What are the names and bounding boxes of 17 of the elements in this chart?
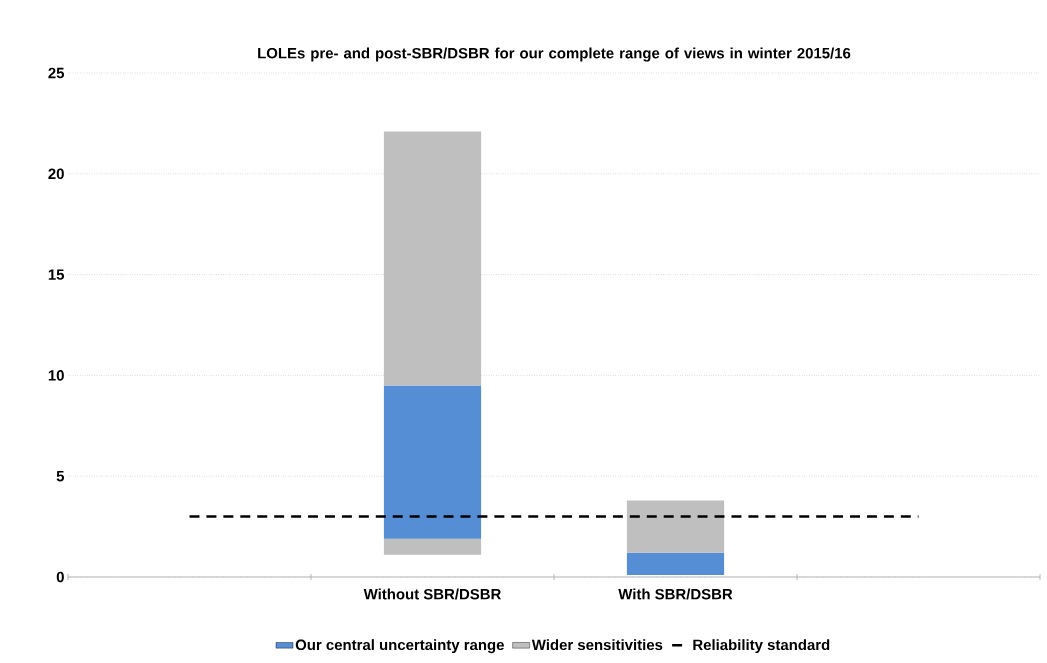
bar xyxy=(383,385,482,539)
chart-title: LOLEs pre- and post-SBR/DSBR for our complete range of views in winter 2015/16 xyxy=(258,47,851,62)
y-tick-label: 10 xyxy=(48,370,64,381)
x-tick-label: With SBR/DSBR xyxy=(618,588,733,600)
y-tick-label: 5 xyxy=(56,470,65,482)
bar xyxy=(383,131,482,386)
y-tick-label: 20 xyxy=(48,168,64,180)
y-tick-label: 0 xyxy=(56,571,64,583)
y-tick-label: 15 xyxy=(48,269,65,280)
legend-label: Reliability standard xyxy=(693,639,830,654)
bar xyxy=(626,500,725,553)
bar xyxy=(383,538,482,555)
legend-label: Wider sensitivities xyxy=(531,639,663,651)
x-tick-label: Without SBR/DSBR xyxy=(363,588,502,600)
bar xyxy=(626,552,725,575)
y-tick-label: 25 xyxy=(48,67,65,79)
legend-label: Our central uncertainty range xyxy=(295,639,504,654)
